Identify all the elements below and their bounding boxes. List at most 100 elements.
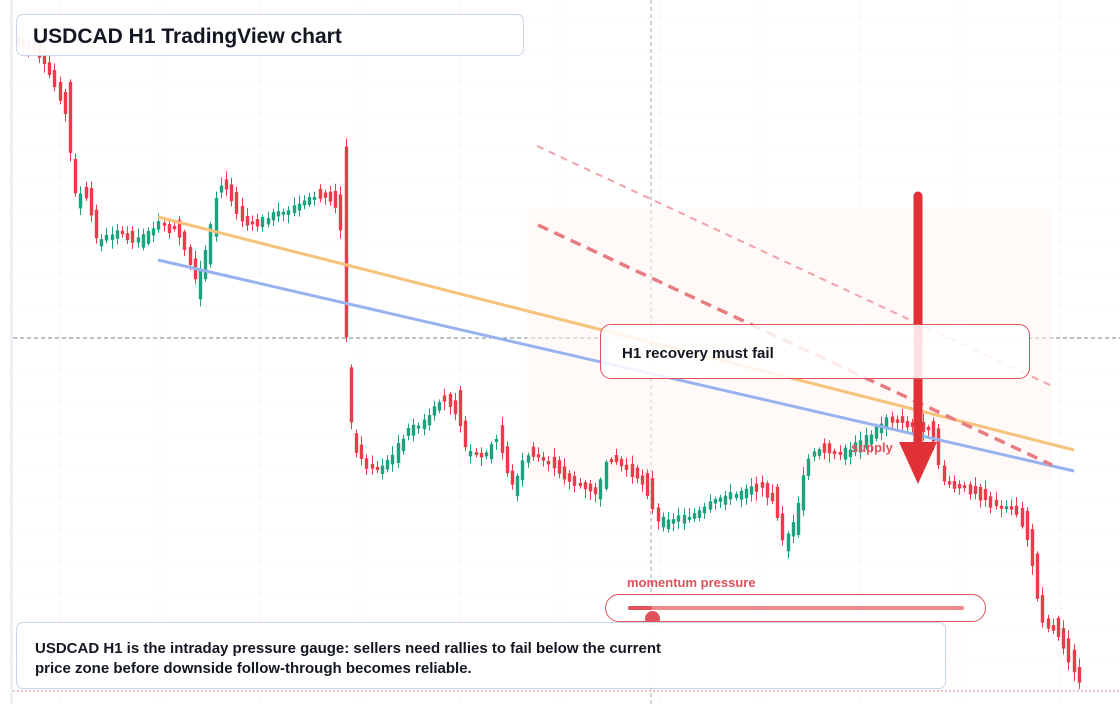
candle-down [63, 92, 68, 115]
candle-down [89, 188, 94, 216]
candle-up [484, 452, 489, 457]
candle-down [1040, 595, 1045, 623]
candle-down [983, 488, 988, 500]
candle-up [385, 459, 390, 470]
candle-down [1009, 506, 1014, 510]
candle-down [162, 222, 167, 226]
candle-up [718, 497, 723, 502]
candle-down [635, 467, 640, 479]
candle-down [780, 513, 785, 541]
candle-down [1014, 505, 1019, 515]
candle-down [250, 221, 255, 225]
candle-up [697, 510, 702, 518]
candle-up [494, 439, 499, 443]
candle-down [775, 486, 780, 518]
momentum-track [628, 606, 964, 626]
candle-down [957, 484, 962, 489]
candle-up [104, 235, 109, 241]
candle-down [344, 146, 349, 338]
summary-text: USDCAD H1 is the intraday pressure gauge… [35, 640, 662, 677]
candle-down [354, 433, 359, 453]
candle-down [978, 486, 983, 501]
candle-up [276, 211, 281, 217]
candle-down [567, 473, 572, 482]
candle-up [286, 210, 291, 215]
candle-down [988, 496, 993, 508]
candle-down [546, 461, 551, 465]
candle-down [333, 191, 338, 208]
candle-down [536, 454, 541, 458]
candle-down [656, 507, 661, 522]
candle-up [146, 231, 151, 244]
candle-up [437, 402, 442, 411]
candle-up [749, 486, 754, 495]
candle-up [271, 212, 276, 221]
candle-up [198, 269, 203, 300]
candle-down [479, 452, 484, 458]
candle-up [141, 234, 146, 248]
candle-up [520, 460, 525, 480]
candle-up [302, 200, 307, 206]
candle-down [73, 158, 78, 194]
candle-down [1056, 617, 1061, 637]
candle-up [432, 406, 437, 416]
candle-down [541, 457, 546, 461]
candle-up [380, 465, 385, 474]
candle-up [411, 424, 416, 436]
left-edge-strip [10, 0, 13, 704]
candle-down [770, 492, 775, 502]
candle-up [687, 516, 692, 520]
candle-down [557, 460, 562, 474]
candle-down [754, 483, 759, 492]
candle-up [812, 451, 817, 457]
candle-down [895, 419, 900, 423]
candle-up [598, 479, 603, 500]
candle-down [942, 465, 947, 482]
candle-down [182, 231, 187, 250]
candle-up [713, 499, 718, 504]
candle-down [234, 191, 239, 214]
candle-up [390, 454, 395, 465]
candle-down [614, 455, 619, 463]
candle-down [931, 421, 936, 442]
callout-box: H1 recovery must fail [600, 324, 1030, 379]
candle-down [453, 400, 458, 415]
down-arrow-icon [899, 442, 937, 484]
candle-down [578, 482, 583, 487]
candle-up [848, 449, 853, 457]
candle-down [588, 483, 593, 492]
candle-up [78, 193, 83, 209]
candle-down [926, 427, 931, 431]
candle-down [552, 456, 557, 469]
candle-up [214, 197, 219, 237]
candle-down [1061, 628, 1066, 649]
momentum-slider[interactable] [605, 594, 986, 626]
candle-up [219, 185, 224, 193]
candle-up [526, 455, 531, 463]
candle-up [791, 522, 796, 537]
candle-up [692, 513, 697, 519]
candle-down [765, 483, 770, 498]
candle-down [1072, 649, 1077, 673]
candle-up [739, 490, 744, 500]
candle-up [728, 492, 733, 500]
candle-down [318, 188, 323, 199]
candle-down [973, 486, 978, 494]
candle-down [645, 473, 650, 496]
candle-down [583, 482, 588, 490]
candle-up [312, 196, 317, 200]
candle-up [734, 494, 739, 498]
candle-down [338, 194, 343, 231]
candle-up [796, 502, 801, 535]
candle-down [619, 458, 624, 467]
candle-down [448, 393, 453, 407]
candle-down [562, 466, 567, 480]
candle-up [99, 239, 104, 247]
candle-up [786, 533, 791, 552]
candle-down [630, 463, 635, 477]
candle-down [375, 466, 380, 470]
candle-down [224, 179, 229, 190]
candle-up [406, 428, 411, 436]
candle-up [156, 221, 161, 230]
candle-down [505, 446, 510, 474]
